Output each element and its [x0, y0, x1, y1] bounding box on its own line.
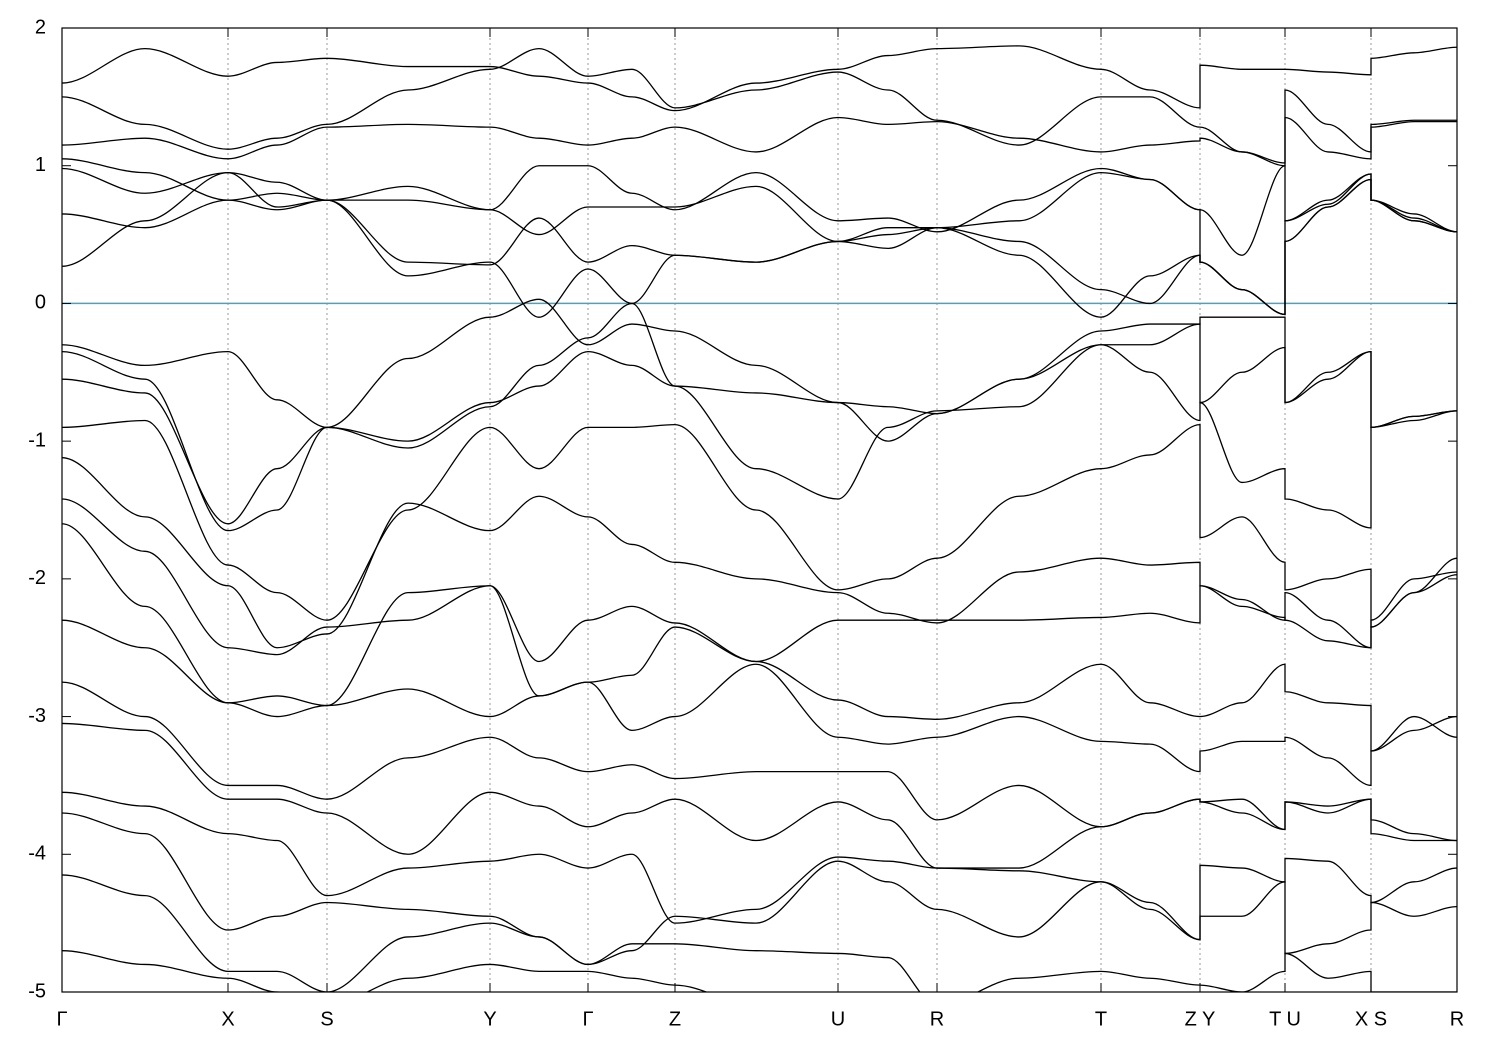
x-tick-label: R — [930, 1008, 944, 1030]
band-line — [62, 681, 1457, 842]
band-line — [62, 791, 1457, 941]
y-tick-label: -3 — [28, 705, 46, 727]
y-tick-label: -1 — [28, 429, 46, 451]
band-line — [62, 167, 1457, 316]
band-line — [62, 457, 1457, 649]
band-line — [62, 874, 1457, 992]
band-line — [62, 523, 1457, 752]
band-line — [62, 45, 1457, 112]
x-tick-label: Z — [669, 1008, 681, 1030]
band-line — [62, 722, 1457, 869]
plot-frame — [61, 27, 1458, 993]
y-tick-label: 2 — [35, 16, 46, 38]
y-tick-label: -4 — [28, 843, 46, 865]
x-tick-label: Z Y — [1185, 1008, 1216, 1030]
y-tick-label: -5 — [28, 980, 46, 1002]
x-tick-label: T — [1095, 1008, 1107, 1030]
band-line — [62, 812, 1457, 966]
axes: -5 -4 -3 -2 -1 0 1 2 Γ X S Y Γ Z U R T Z Y T U X S R — [28, 16, 1464, 1030]
band-line — [62, 619, 1457, 787]
band-line — [62, 498, 1457, 663]
x-tick-label: Γ — [582, 1008, 593, 1030]
x-tick-label: X — [221, 1008, 234, 1030]
band-line — [62, 165, 1457, 318]
y-tick-label: 0 — [35, 292, 46, 314]
band-line — [62, 178, 1457, 318]
y-tick-label: 1 — [35, 154, 46, 176]
x-tick-label: U — [831, 1008, 845, 1030]
band-line — [62, 298, 1457, 429]
x-tick-label: S — [320, 1008, 333, 1030]
x-tick-label: Y — [483, 1008, 496, 1030]
band-line — [62, 48, 1457, 164]
x-tick-label: R — [1450, 1008, 1464, 1030]
band-line — [62, 344, 1457, 529]
x-tick-label: Γ — [56, 1008, 67, 1030]
band-line — [62, 116, 1457, 167]
y-tick-label: -2 — [28, 567, 46, 589]
bands — [62, 45, 1457, 992]
band-line — [62, 950, 709, 992]
x-tick-label: X S — [1355, 1008, 1387, 1030]
band-line — [62, 302, 1457, 532]
band-line — [62, 419, 1457, 628]
x-tick-label: T U — [1269, 1008, 1301, 1030]
